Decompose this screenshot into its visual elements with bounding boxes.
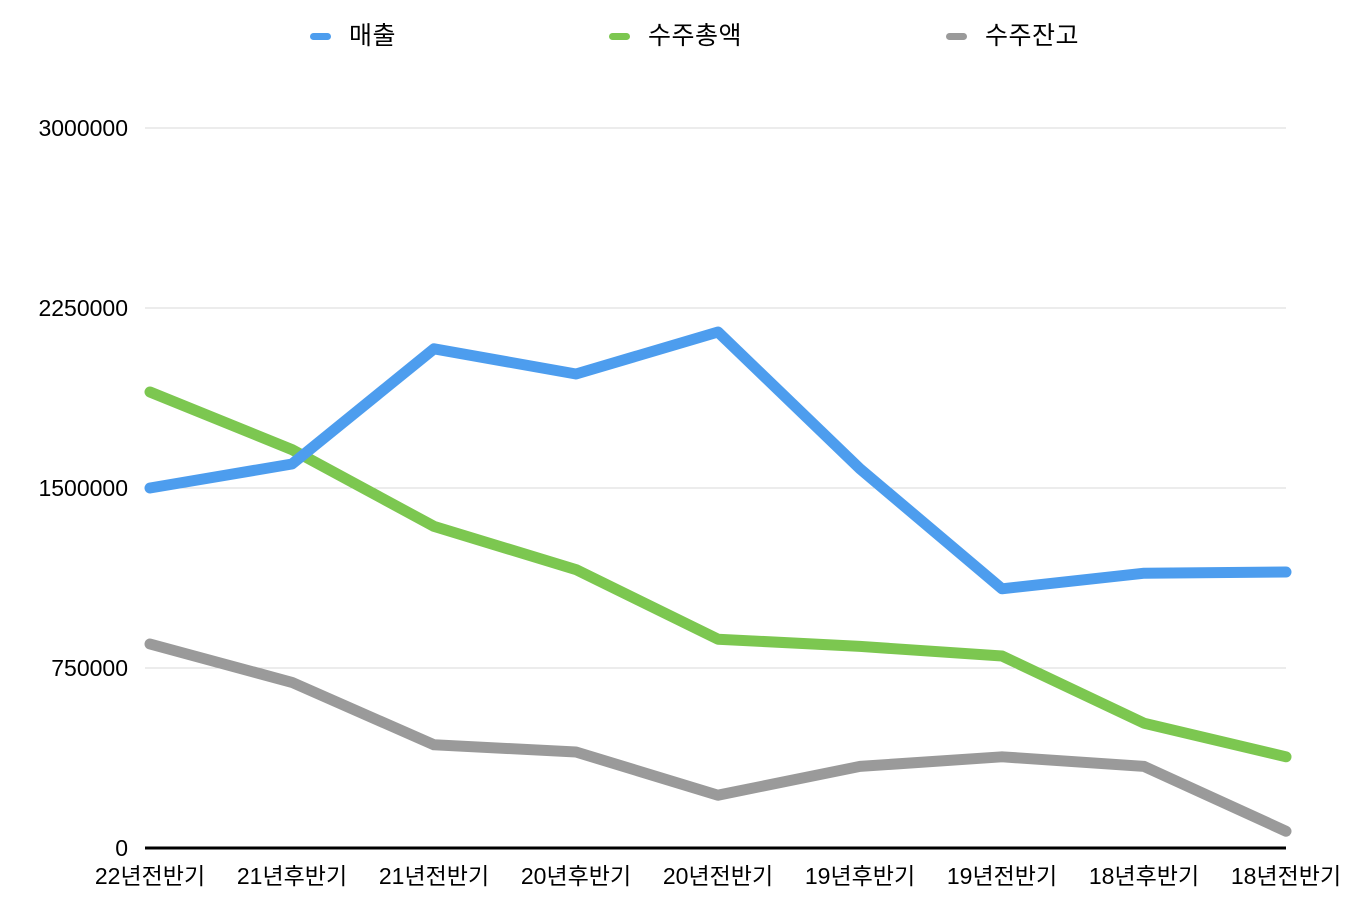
series-line-total-orders bbox=[144, 386, 1292, 763]
y-tick-label: 3000000 bbox=[38, 115, 128, 141]
x-tick-label: 20년전반기 bbox=[663, 863, 773, 889]
y-tick-label: 0 bbox=[115, 835, 128, 861]
x-tick-label: 18년전반기 bbox=[1231, 863, 1341, 889]
x-tick-label: 22년전반기 bbox=[95, 863, 205, 889]
x-tick-label: 21년후반기 bbox=[237, 863, 347, 889]
x-tick-label: 19년전반기 bbox=[947, 863, 1057, 889]
series-lines bbox=[144, 326, 1292, 837]
series-line-order-backlog bbox=[144, 638, 1292, 837]
legend-swatch-order-backlog bbox=[946, 33, 967, 40]
x-tick-label: 18년후반기 bbox=[1089, 863, 1199, 889]
x-tick-label: 19년후반기 bbox=[805, 863, 915, 889]
legend-item-sales[interactable]: 매출 bbox=[310, 24, 396, 49]
chart-legend: 매출 수주총액 수주잔고 bbox=[0, 0, 1366, 70]
y-axis-labels: 0 750000 1500000 2250000 3000000 bbox=[38, 115, 128, 861]
series-line-sales bbox=[144, 326, 1292, 595]
x-tick-label: 21년전반기 bbox=[379, 863, 489, 889]
legend-swatch-total-orders bbox=[609, 33, 630, 40]
legend-label-total-orders: 수주총액 bbox=[648, 22, 743, 50]
gridlines bbox=[145, 127, 1286, 850]
legend-label-sales: 매출 bbox=[349, 22, 397, 50]
y-tick-label: 2250000 bbox=[38, 295, 128, 321]
y-tick-label: 750000 bbox=[51, 655, 128, 681]
legend-label-order-backlog: 수주잔고 bbox=[985, 22, 1080, 50]
y-tick-label: 1500000 bbox=[38, 475, 128, 501]
legend-swatch-sales bbox=[310, 33, 331, 40]
legend-item-order-backlog[interactable]: 수주잔고 bbox=[946, 24, 1079, 49]
x-axis-labels: 22년전반기 21년후반기 21년전반기 20년후반기 20년전반기 19년후반기 19년전… bbox=[95, 863, 1341, 889]
x-tick-label: 20년후반기 bbox=[521, 863, 631, 889]
legend-item-total-orders[interactable]: 수주총액 bbox=[609, 24, 742, 49]
